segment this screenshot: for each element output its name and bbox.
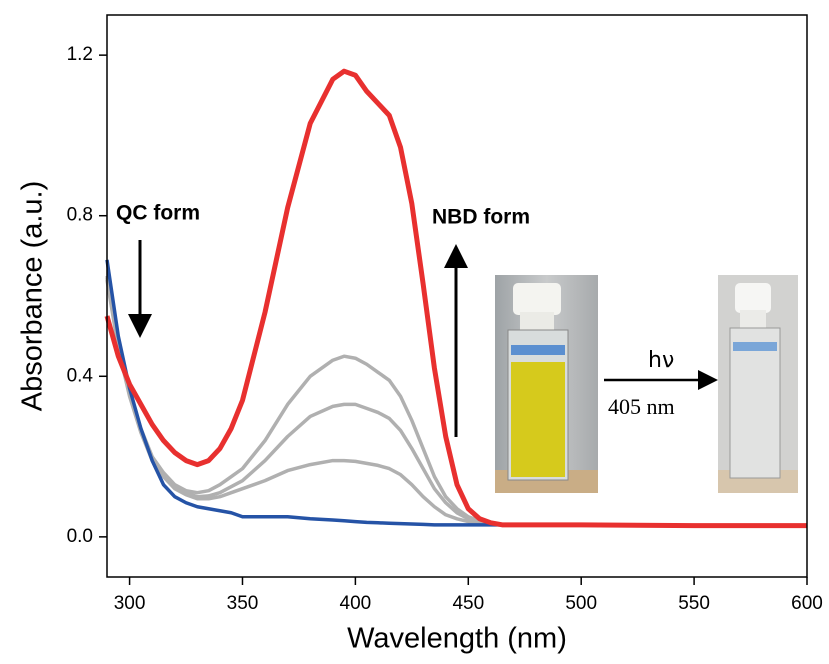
y-tick-label: 1.2 (67, 44, 93, 65)
x-tick-label: 350 (227, 593, 259, 614)
x-tick-label: 500 (565, 593, 597, 614)
x-axis-label: Wavelength (nm) (347, 623, 567, 655)
cuvette-photo-yellow (495, 275, 598, 493)
plot-area (104, 68, 807, 529)
annotation: hν (648, 348, 674, 373)
annotation: 405 nm (608, 394, 675, 419)
y-tick-label: 0.4 (67, 365, 94, 386)
cuvette-photo-clear (718, 275, 798, 493)
x-tick-label: 600 (791, 593, 823, 614)
x-tick-label: 550 (678, 593, 710, 614)
plot-frame (106, 14, 808, 578)
annotation: QC form (116, 202, 200, 225)
annotation: NBD form (432, 206, 530, 229)
x-tick-label: 400 (340, 593, 372, 614)
x-tick-label: 450 (452, 593, 484, 614)
y-axis-label: Absorbance (a.u.) (17, 181, 49, 412)
y-tick-label: 0.8 (67, 205, 93, 226)
y-tick-label: 0.0 (67, 526, 93, 547)
x-tick-label: 300 (114, 593, 146, 614)
series-line (104, 68, 807, 529)
